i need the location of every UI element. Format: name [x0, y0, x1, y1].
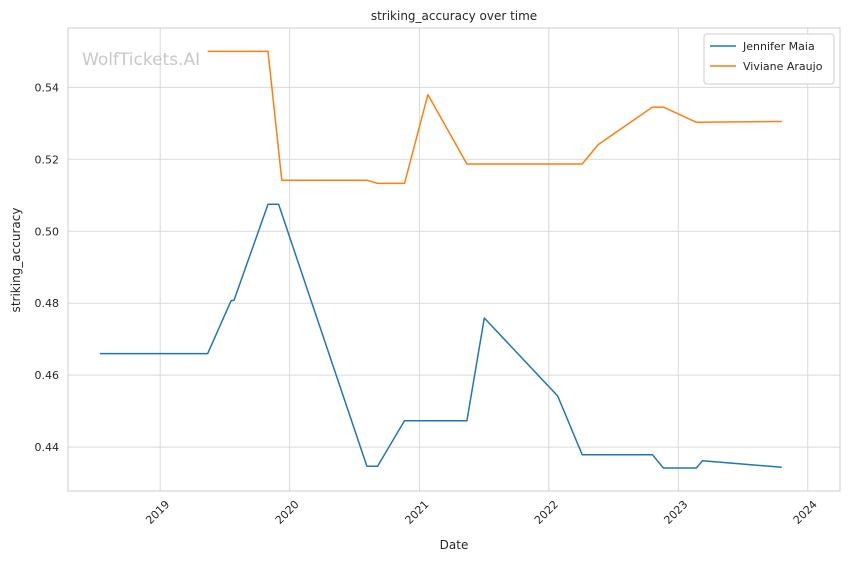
x-axis-ticks: 2019 2020 2021 2022 2023 2024 — [143, 498, 820, 527]
x-axis-label: Date — [440, 538, 469, 552]
y-tick-label: 0.46 — [35, 369, 60, 382]
y-axis-label: striking_accuracy — [9, 208, 23, 313]
y-tick-label: 0.44 — [35, 441, 60, 454]
series-line — [207, 50, 782, 185]
legend-box — [703, 33, 835, 85]
y-tick-label: 0.54 — [35, 81, 60, 94]
grid-lines — [68, 28, 840, 491]
legend-entry: Jennifer Maia — [742, 40, 815, 53]
x-tick-label: 2020 — [273, 498, 302, 527]
y-axis-ticks: 0.44 0.46 0.48 0.50 0.52 0.54 — [35, 81, 60, 454]
watermark: WolfTickets.AI — [82, 50, 200, 70]
x-tick-label: 2024 — [791, 498, 820, 527]
y-tick-label: 0.50 — [35, 225, 60, 238]
x-tick-label: 2023 — [661, 498, 690, 527]
legend-entry: Viviane Araujo — [743, 60, 823, 73]
x-tick-label: 2021 — [403, 498, 432, 527]
x-tick-label: 2019 — [143, 498, 172, 527]
plot-frame — [67, 27, 841, 492]
series-line — [99, 203, 782, 469]
y-tick-label: 0.52 — [35, 153, 60, 166]
series-lines — [99, 50, 782, 469]
y-tick-label: 0.48 — [35, 297, 60, 310]
chart-title: striking_accuracy over time — [371, 9, 537, 23]
x-tick-label: 2022 — [532, 498, 561, 527]
legend: Jennifer Maia Viviane Araujo — [703, 33, 835, 85]
